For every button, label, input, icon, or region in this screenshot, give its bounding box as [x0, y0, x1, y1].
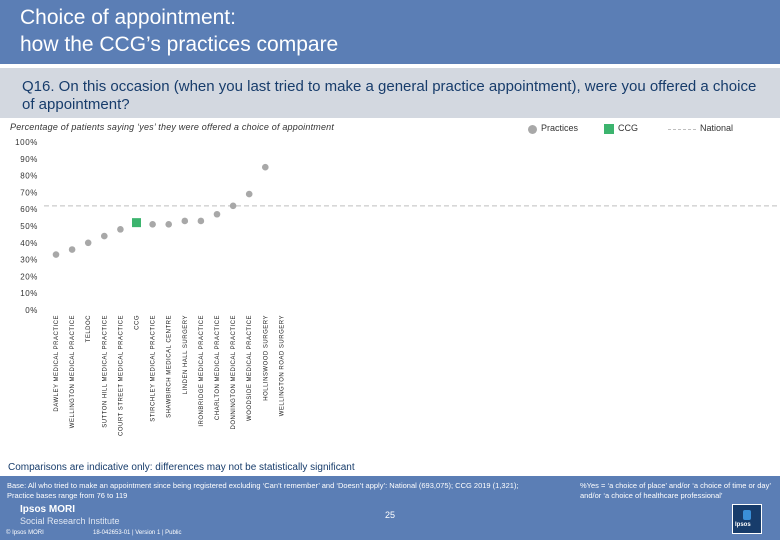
footnote: %Yes = ‘a choice of place’ and/or ‘a cho…	[580, 481, 771, 500]
ccg-point	[132, 218, 141, 228]
legend-ccg-marker	[604, 124, 614, 134]
y-tick-label: 40%	[20, 239, 38, 248]
x-category-label: WOODSIDE MEDICAL PRACTICE	[247, 315, 253, 421]
chart-subtitle: Percentage of patients saying ‘yes’ they…	[10, 122, 335, 132]
ipsos-logo: Ipsos	[732, 504, 762, 534]
practice-point	[181, 217, 189, 225]
practice-point	[262, 163, 269, 171]
practice-point	[197, 217, 205, 225]
x-category-label: COURT STREET MEDICAL PRACTICE	[118, 315, 124, 436]
legend-national-label: National	[700, 123, 734, 133]
practice-point	[165, 221, 172, 228]
legend-national-marker	[668, 129, 696, 130]
x-category-label: IRONBRIDGE MEDICAL PRACTICE	[199, 315, 205, 427]
y-tick-label: 10%	[20, 289, 38, 298]
comparison-note: Comparisons are indicative only: differe…	[8, 462, 355, 473]
practice-point	[52, 251, 60, 258]
practice-point	[84, 239, 92, 247]
x-category-label: CCG	[135, 315, 141, 330]
y-tick-label: 90%	[20, 155, 38, 164]
y-tick-label: 70%	[20, 188, 38, 197]
x-category-label: DAWLEY MEDICAL PRACTICE	[54, 315, 60, 412]
title-band	[0, 0, 780, 64]
x-category-label: LINDEN HALL SURGERY	[183, 315, 189, 394]
practice-point	[101, 232, 108, 240]
legend-practices-marker	[528, 125, 537, 134]
legend-practices-label: Practices	[541, 123, 579, 133]
practice-point	[229, 202, 237, 210]
page-number: 25	[384, 510, 395, 520]
question-text: Q16. On this occasion (when you last tri…	[22, 78, 757, 113]
practice-point	[68, 246, 76, 253]
brand-name: Ipsos MORI	[20, 504, 76, 515]
y-tick-label: 20%	[20, 272, 38, 281]
x-category-label: STIRCHLEY MEDICAL PRACTICE	[151, 315, 157, 422]
chart: 0% 10% 20% 30% 40% 50% 60% 70% 80% 90% 100% DAWLEY …	[15, 138, 780, 436]
logo-mark-icon	[743, 510, 751, 520]
logo-word: Ipsos	[735, 522, 751, 528]
y-tick-label: 50%	[20, 222, 38, 231]
y-tick-label: 100%	[15, 138, 38, 147]
x-category-label: SHAWBIRCH MEDICAL CENTRE	[167, 315, 173, 418]
footer-band	[0, 476, 780, 540]
base-note: Base: All who tried to make an appointme…	[7, 481, 519, 500]
y-tick-label: 60%	[20, 205, 38, 214]
y-tick-label: 80%	[20, 172, 38, 181]
practice-point	[149, 221, 156, 228]
y-tick-label: 0%	[25, 306, 38, 315]
job-reference: 18-042653-01 | Version 1 | Public	[93, 530, 182, 536]
brand-subtitle: Social Research Institute	[20, 516, 120, 526]
x-category-label: TELDOC	[86, 315, 92, 343]
question-band	[0, 68, 780, 118]
x-category-label: SUTTON HILL MEDICAL PRACTICE	[102, 315, 108, 428]
x-category-label: DONNINGTON MEDICAL PRACTICE	[231, 315, 237, 430]
practice-point	[117, 226, 124, 233]
practice-point	[245, 190, 253, 198]
x-category-label: CHARLTON MEDICAL PRACTICE	[215, 315, 221, 420]
x-category-label: HOLLINSWOOD SURGERY	[263, 315, 269, 401]
x-category-label: WELLINGTON ROAD SURGERY	[279, 315, 285, 416]
practice-point	[213, 210, 221, 218]
legend-ccg-label: CCG	[618, 123, 638, 133]
page-title: Choice of appointment: how the CCG’s pra…	[20, 6, 339, 56]
y-tick-label: 30%	[20, 256, 38, 265]
copyright: © Ipsos MORI	[6, 530, 44, 536]
x-category-label: WELLINGTON MEDICAL PRACTICE	[70, 315, 76, 428]
